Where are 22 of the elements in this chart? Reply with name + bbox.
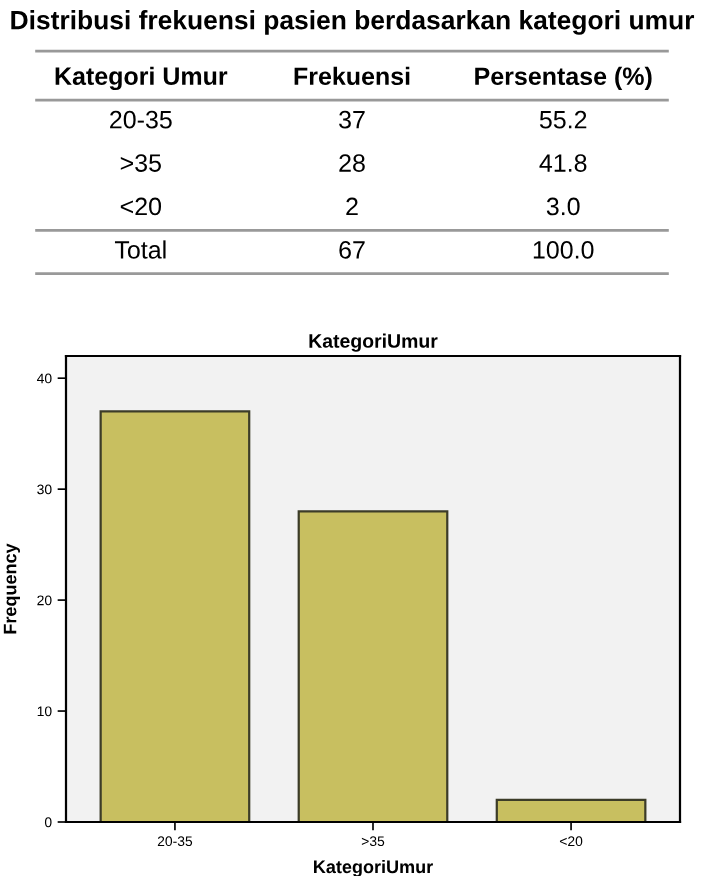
text: Total	[114, 240, 166, 259]
text: 3.0	[546, 197, 580, 216]
category-label: Kategori Umur	[55, 66, 228, 91]
text: Distribusi frekuensi pasien berdasarkan kategori umur	[11, 10, 695, 35]
y-axis-title: Frequency	[3, 543, 20, 634]
bar	[495, 798, 647, 822]
text: >35	[120, 154, 161, 172]
text: 28	[339, 154, 365, 172]
category-label: Frekuensi	[294, 66, 410, 86]
text: 37	[339, 110, 365, 129]
bar	[297, 510, 449, 822]
text: 100.0	[533, 241, 594, 259]
chart-title: KategoriUmur	[309, 333, 438, 352]
text: 2	[346, 197, 358, 216]
text: 55.2	[539, 110, 587, 129]
x-axis-title: KategoriUmur	[314, 859, 433, 876]
bar	[99, 410, 251, 822]
text: 67	[339, 241, 365, 259]
category-label: Persentase (%)	[475, 66, 652, 91]
text: 41.8	[539, 154, 587, 172]
text: <20	[120, 197, 162, 216]
text: 20-35	[110, 110, 172, 129]
